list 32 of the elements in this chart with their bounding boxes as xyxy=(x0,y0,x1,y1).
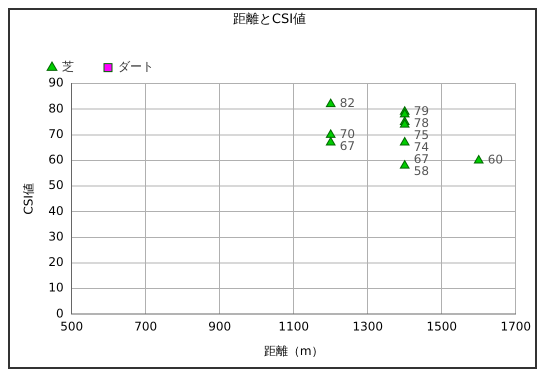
y-tick-label: 10 xyxy=(48,280,64,295)
y-axis-title: CSI値 xyxy=(21,183,36,215)
data-label: 70 xyxy=(340,126,355,141)
data-label: 75 xyxy=(414,128,429,142)
y-tick-label: 50 xyxy=(48,178,64,192)
data-label: 60 xyxy=(488,152,504,167)
legend-label: 芝 xyxy=(62,60,74,74)
x-tick-label: 1500 xyxy=(426,320,457,334)
y-tick-label: 90 xyxy=(48,76,64,90)
y-tick-label: 0 xyxy=(56,306,64,320)
y-tick-label: 70 xyxy=(48,126,64,141)
data-label: 67 xyxy=(340,138,355,153)
data-label: 74 xyxy=(414,140,429,154)
y-tick-label: 30 xyxy=(48,229,64,244)
chart-title: 距離とCSI値 xyxy=(232,12,306,28)
x-tick-label: 500 xyxy=(60,320,84,334)
x-tick-label: 700 xyxy=(134,320,158,334)
x-tick-label: 1300 xyxy=(352,320,383,334)
y-tick-label: 20 xyxy=(48,255,64,270)
data-label: 79 xyxy=(414,104,429,118)
x-tick-label: 1100 xyxy=(278,320,309,334)
x-axis-title: 距離（m） xyxy=(264,344,324,358)
data-label: 67 xyxy=(414,152,429,166)
y-tick-label: 60 xyxy=(48,152,64,167)
data-label: 82 xyxy=(340,96,355,110)
x-tick-label: 1700 xyxy=(500,320,532,334)
data-label: 78 xyxy=(414,116,429,130)
data-label: 58 xyxy=(414,164,429,178)
y-tick-label: 40 xyxy=(48,204,64,218)
x-tick-label: 900 xyxy=(208,320,232,334)
y-tick-label: 80 xyxy=(48,101,64,116)
legend-label: ダート xyxy=(118,60,154,74)
